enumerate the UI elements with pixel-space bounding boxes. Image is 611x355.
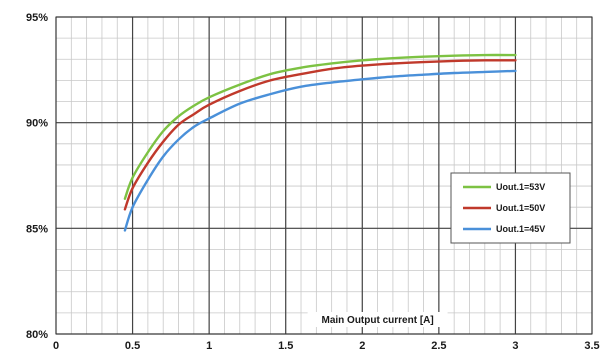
x-tick-label: 0 — [53, 340, 59, 352]
x-tick-label: 2 — [359, 340, 365, 352]
x-axis-title: Main Output current [A] — [321, 315, 433, 326]
x-tick-label: 1 — [206, 340, 212, 352]
x-tick-label: 3 — [512, 340, 518, 352]
x-tick-label: 2.5 — [431, 340, 446, 352]
series-line-2 — [123, 59, 517, 211]
series-line-3 — [123, 69, 517, 232]
x-axis-tick-labels: 0 0.5 1 1.5 2 2.5 3 3.5 — [53, 340, 600, 352]
y-axis-tick-labels: 80% 85% 90% 95% — [26, 12, 48, 341]
series-lines — [123, 53, 517, 232]
legend-entry: Uout.1=53V — [496, 182, 545, 192]
legend-entry: Uout.1=45V — [496, 224, 545, 234]
y-tick-label: 95% — [26, 12, 48, 24]
y-tick-label: 85% — [26, 223, 48, 235]
legend-entry: Uout.1=50V — [496, 203, 545, 213]
series-line-1 — [123, 53, 517, 200]
x-tick-label: 1.5 — [278, 340, 293, 352]
x-tick-label: 0.5 — [125, 340, 140, 352]
y-tick-label: 90% — [26, 118, 48, 130]
legend: Uout.1=53V Uout.1=50V Uout.1=45V — [450, 172, 571, 244]
x-axis-title-box: Main Output current [A] — [307, 312, 448, 327]
plot-area-frame — [55, 16, 593, 335]
y-tick-label: 80% — [26, 329, 48, 341]
x-tick-label: 3.5 — [584, 340, 599, 352]
